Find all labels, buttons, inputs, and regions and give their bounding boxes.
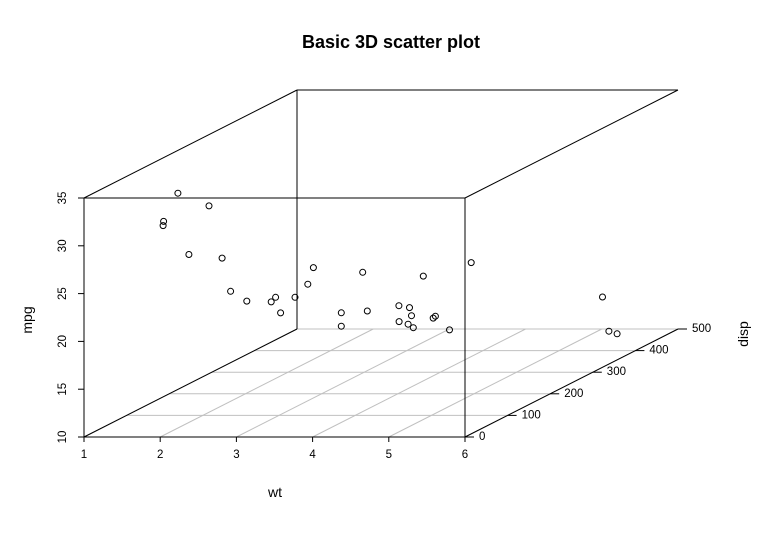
box-edge [464,89,679,199]
z-tick-label: 35 [57,192,69,205]
data-point [599,293,606,301]
bounding-box [83,89,679,438]
y-tick-label: 400 [649,345,668,357]
x-tick-label: 5 [386,449,392,461]
x-tick-label: 3 [233,449,239,461]
data-point [174,189,182,197]
data-point [291,293,299,301]
y-tick-label: 200 [564,388,583,400]
box-edge [83,328,298,438]
z-tick-label: 20 [57,335,69,348]
x-tick-label: 4 [309,449,316,461]
data-point [243,297,251,305]
data-point [337,309,345,317]
axis-ticks: 1 2 3 4 5 6 10 15 20 25 30 35 0 100 200 300 400 500 [57,192,711,461]
data-point [272,293,280,301]
data-point [429,314,437,322]
data-point [446,326,453,334]
z-tick-label: 10 [57,431,69,444]
data-point [159,222,167,230]
data-point [337,322,345,330]
data-point [406,304,413,312]
grid-line-x [236,328,450,438]
data-point [395,318,403,326]
data-point [409,324,417,332]
data-point [467,259,475,267]
floor-grid [83,328,679,438]
data-point [395,302,403,310]
z-tick-label: 25 [57,287,69,300]
z-tick-label: 30 [57,239,69,252]
data-point [613,330,621,338]
box-edge [83,89,298,199]
data-point [267,298,275,306]
data-point [185,251,193,258]
data-point [605,327,613,335]
data-point [227,287,235,295]
x-axis-label: wt [267,484,282,500]
data-points [159,189,621,338]
grid-line-x [159,328,374,438]
x-tick-label: 6 [462,449,468,461]
data-point [408,312,415,320]
chart-title: Basic 3D scatter plot [302,32,480,52]
data-point [218,254,226,262]
y-tick-label: 0 [479,431,485,443]
data-point [205,202,213,210]
y-tick-label: 300 [607,366,626,378]
data-point [363,307,371,315]
z-axis-label: mpg [19,306,35,333]
y-tick-label: 100 [522,409,541,421]
x-tick-label: 1 [81,449,87,461]
grid-line-x [312,328,526,438]
data-point [304,280,312,288]
box-edge [464,328,679,438]
data-point [431,312,439,320]
data-point [359,268,367,276]
data-point [309,264,317,272]
data-point [277,309,285,317]
y-axis-label: disp [735,321,751,347]
z-tick-label: 15 [57,383,69,396]
data-point [404,320,412,328]
y-tick-label: 500 [692,323,711,335]
data-point [160,217,168,225]
x-tick-label: 2 [157,449,163,461]
grid-line-x [388,328,603,438]
data-point [419,272,427,280]
